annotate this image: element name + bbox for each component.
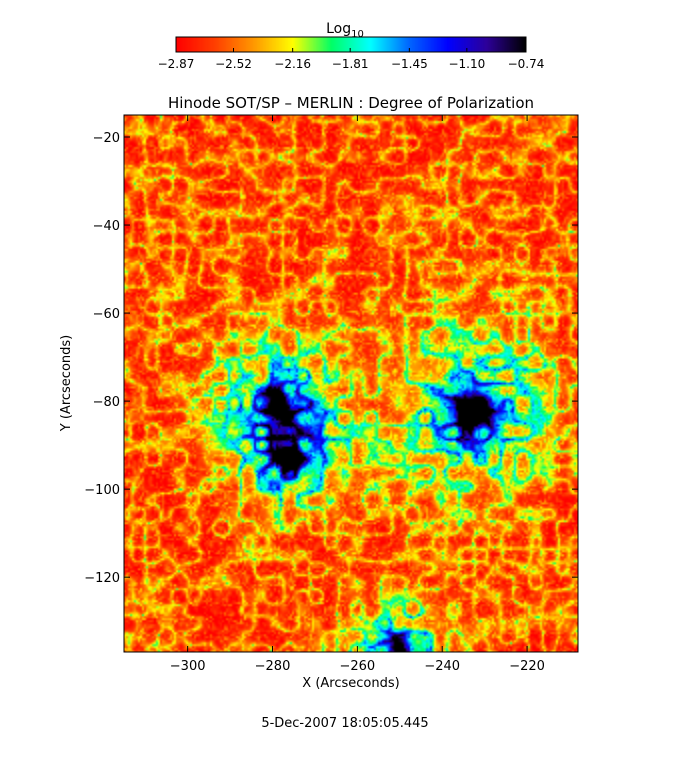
- x-axis-ticks: −300 −280 −260 −240 −220: [170, 115, 545, 674]
- x-tick-label: −300: [170, 659, 206, 674]
- timestamp: 5-Dec-2007 18:05:05.445: [261, 716, 428, 731]
- colorbar-tick-label: −1.45: [391, 57, 428, 71]
- colorbar-tick-label: −2.16: [274, 57, 311, 71]
- polarization-heatmap: [124, 115, 578, 652]
- colorbar-frame: [175, 36, 527, 53]
- colorbar-label: Log10: [326, 21, 364, 40]
- y-tick-label: −100: [84, 483, 120, 498]
- colorbar-tick-label: −1.81: [332, 57, 369, 71]
- y-axis-label: Y (Arcseconds): [59, 335, 74, 432]
- x-tick-label: −280: [255, 659, 291, 674]
- y-tick-label: −80: [93, 395, 120, 410]
- x-axis-label: X (Arcseconds): [302, 676, 399, 691]
- colorbar-gradient: [176, 37, 526, 52]
- colorbar-tick-label: −1.10: [448, 57, 485, 71]
- y-axis-ticks: −20 −40 −60 −80 −100 −120: [84, 131, 578, 586]
- colorbar-ticks: −2.87 −2.52 −2.16 −1.81 −1.45 −1.10 −0.74: [158, 48, 545, 71]
- y-tick-label: −20: [93, 131, 120, 146]
- x-tick-label: −220: [509, 659, 545, 674]
- x-tick-label: −260: [340, 659, 376, 674]
- y-tick-label: −120: [84, 571, 120, 586]
- colorbar-tick-label: −0.74: [508, 57, 545, 71]
- colorbar-tick-label: −2.52: [215, 57, 252, 71]
- chart-title: Hinode SOT/SP – MERLIN : Degree of Polar…: [168, 94, 534, 112]
- x-tick-label: −240: [424, 659, 460, 674]
- y-tick-label: −60: [93, 307, 120, 322]
- colorbar-tick-label: −2.87: [158, 57, 195, 71]
- plot-frame: [123, 114, 579, 653]
- y-tick-label: −40: [93, 219, 120, 234]
